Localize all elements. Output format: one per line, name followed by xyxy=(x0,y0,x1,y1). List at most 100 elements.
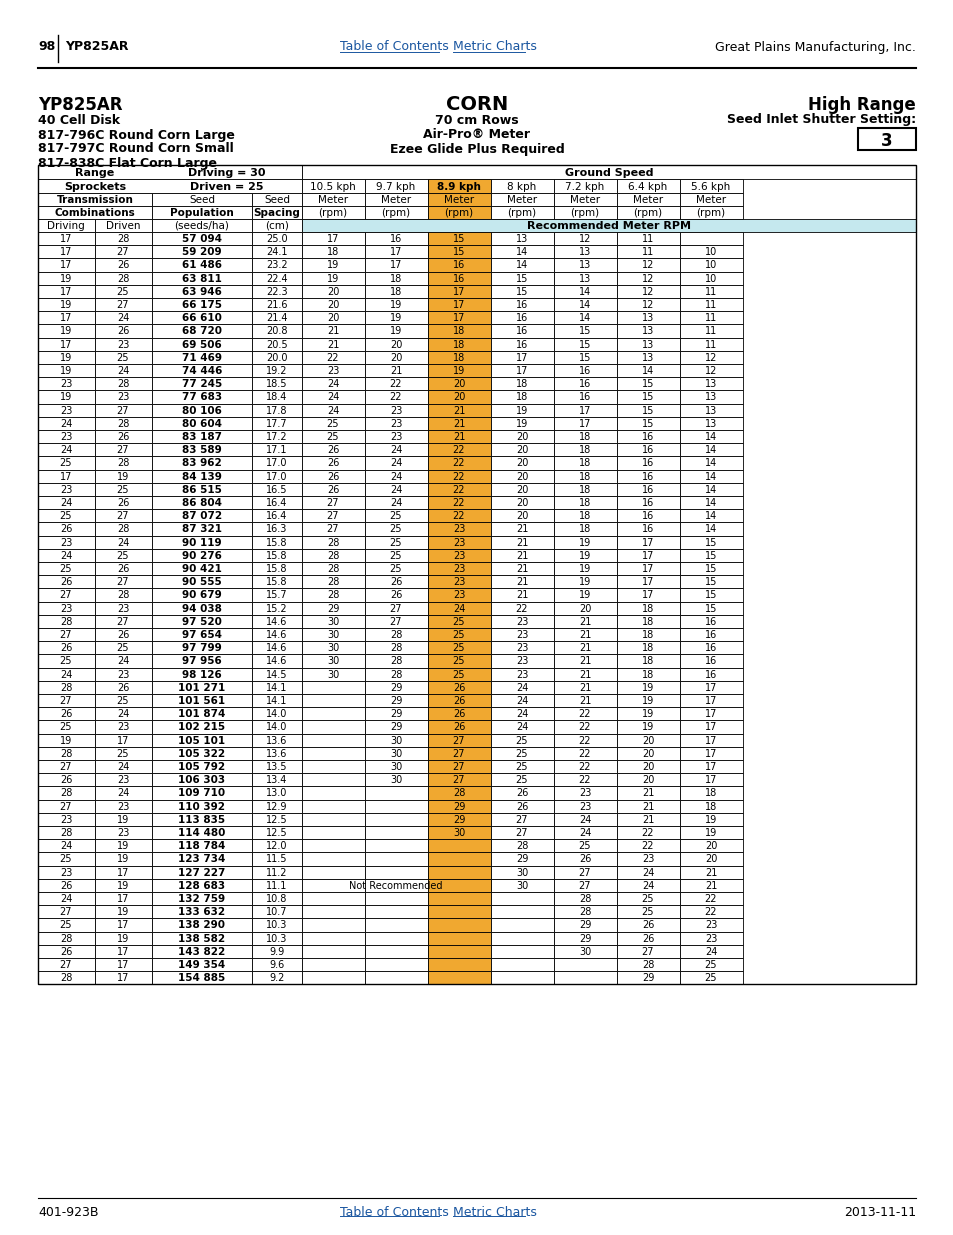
Text: 16: 16 xyxy=(578,393,591,403)
Text: 128 683: 128 683 xyxy=(178,881,225,890)
Bar xyxy=(365,840,428,852)
Text: YP825AR: YP825AR xyxy=(65,41,129,53)
Bar xyxy=(152,258,252,272)
Text: 101 561: 101 561 xyxy=(178,697,225,706)
Bar xyxy=(252,443,302,457)
Text: 12.5: 12.5 xyxy=(266,815,288,825)
Bar xyxy=(38,536,95,548)
Bar xyxy=(491,272,554,285)
Bar xyxy=(38,601,95,615)
Bar xyxy=(554,958,617,971)
Bar xyxy=(491,708,554,720)
Text: 18: 18 xyxy=(390,287,402,296)
Bar xyxy=(252,469,302,483)
Bar xyxy=(428,879,491,892)
Bar xyxy=(152,219,252,232)
Text: 123 734: 123 734 xyxy=(178,855,226,864)
Bar xyxy=(152,813,252,826)
Text: 18: 18 xyxy=(578,498,591,508)
Text: 23: 23 xyxy=(60,868,72,878)
Text: 26: 26 xyxy=(60,525,72,535)
Text: 24: 24 xyxy=(516,683,528,693)
Bar xyxy=(302,311,365,325)
Text: 23: 23 xyxy=(453,564,465,574)
Bar xyxy=(252,377,302,390)
Text: 13: 13 xyxy=(516,235,528,245)
Bar xyxy=(365,680,428,694)
Text: 19: 19 xyxy=(641,722,654,732)
Text: 17: 17 xyxy=(453,314,465,324)
Bar xyxy=(38,852,95,866)
Text: 15.8: 15.8 xyxy=(266,564,288,574)
Bar xyxy=(679,852,742,866)
Text: 401-923B: 401-923B xyxy=(38,1205,98,1219)
Bar xyxy=(428,483,491,496)
Text: 21: 21 xyxy=(516,590,528,600)
Bar xyxy=(491,377,554,390)
Text: 17: 17 xyxy=(453,287,465,296)
Text: 19: 19 xyxy=(117,472,129,482)
Bar xyxy=(679,615,742,629)
Bar xyxy=(38,457,95,469)
Text: 16: 16 xyxy=(641,472,654,482)
Text: 15: 15 xyxy=(578,326,591,336)
Text: 22: 22 xyxy=(578,709,591,719)
Bar xyxy=(152,509,252,522)
Text: Metric Charts: Metric Charts xyxy=(453,1205,537,1219)
Text: 19: 19 xyxy=(641,709,654,719)
Bar xyxy=(252,852,302,866)
Bar xyxy=(38,522,95,536)
Text: 23: 23 xyxy=(60,815,72,825)
Bar xyxy=(95,377,152,390)
Text: 26: 26 xyxy=(60,709,72,719)
Bar xyxy=(554,469,617,483)
Text: 817-838C Flat Corn Large: 817-838C Flat Corn Large xyxy=(38,157,216,169)
Text: 154 885: 154 885 xyxy=(178,973,226,983)
Bar xyxy=(428,325,491,337)
Text: 16: 16 xyxy=(641,446,654,456)
Text: 57 094: 57 094 xyxy=(182,235,222,245)
Text: 25: 25 xyxy=(116,551,129,561)
Bar xyxy=(302,905,365,919)
Text: 21: 21 xyxy=(578,657,591,667)
Bar xyxy=(554,905,617,919)
Bar xyxy=(617,787,679,799)
Bar xyxy=(491,852,554,866)
Bar xyxy=(365,905,428,919)
Bar xyxy=(152,840,252,852)
Bar xyxy=(491,694,554,708)
Text: 23: 23 xyxy=(116,604,129,614)
Text: 19: 19 xyxy=(117,881,129,890)
Bar xyxy=(554,629,617,641)
Text: 16.4: 16.4 xyxy=(266,498,288,508)
Text: 17: 17 xyxy=(704,709,717,719)
Bar xyxy=(617,879,679,892)
Text: 68 720: 68 720 xyxy=(182,326,222,336)
Bar xyxy=(679,773,742,787)
Bar xyxy=(365,971,428,984)
Text: Seed: Seed xyxy=(264,195,290,205)
Bar xyxy=(152,879,252,892)
Bar xyxy=(38,879,95,892)
Bar xyxy=(365,193,428,206)
Bar xyxy=(365,404,428,416)
Bar xyxy=(554,668,617,680)
Bar xyxy=(152,536,252,548)
Bar xyxy=(38,668,95,680)
Bar xyxy=(491,799,554,813)
Bar xyxy=(617,601,679,615)
Text: 18: 18 xyxy=(327,247,338,257)
Text: Not Recommended: Not Recommended xyxy=(349,881,442,890)
Text: 27: 27 xyxy=(327,525,339,535)
Bar xyxy=(491,588,554,601)
Text: 23: 23 xyxy=(116,802,129,811)
Text: 18: 18 xyxy=(704,802,717,811)
Bar xyxy=(95,246,152,258)
Bar xyxy=(38,483,95,496)
Bar xyxy=(152,351,252,364)
Text: 23: 23 xyxy=(704,934,717,944)
Bar xyxy=(491,469,554,483)
Bar xyxy=(152,430,252,443)
Bar xyxy=(302,522,365,536)
Bar xyxy=(617,258,679,272)
